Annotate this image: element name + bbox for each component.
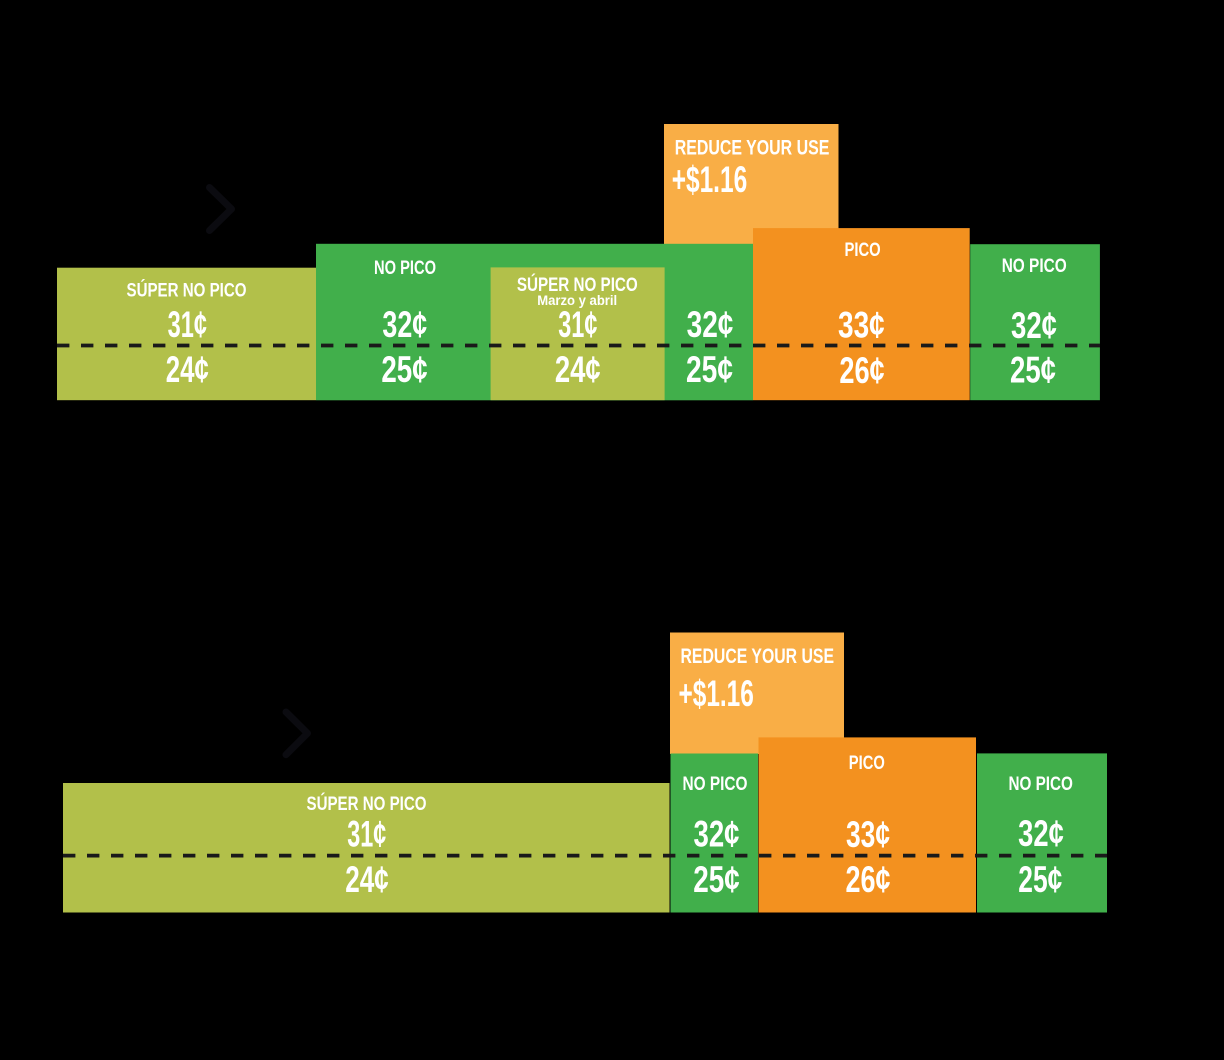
svg-text:25¢: 25¢ (381, 349, 427, 390)
svg-text:32¢: 32¢ (1011, 305, 1057, 346)
svg-text:Marzo y abril: Marzo y abril (537, 292, 617, 308)
svg-text:24¢: 24¢ (555, 349, 601, 390)
svg-text:NO PICO: NO PICO (683, 773, 748, 795)
svg-text:PICO: PICO (845, 239, 881, 261)
svg-text:SÚPER NO PICO: SÚPER NO PICO (517, 272, 638, 296)
svg-text:NO PICO: NO PICO (374, 257, 436, 279)
svg-text:+$1.16: +$1.16 (672, 159, 748, 200)
svg-text:31¢: 31¢ (558, 304, 597, 345)
svg-text:33¢: 33¢ (838, 304, 885, 345)
svg-text:REDUCE YOUR USE: REDUCE YOUR USE (681, 644, 835, 668)
svg-text:SÚPER NO PICO: SÚPER NO PICO (127, 278, 247, 302)
svg-text:31¢: 31¢ (168, 304, 207, 345)
svg-text:32¢: 32¢ (687, 304, 734, 345)
svg-text:REDUCE YOUR USE: REDUCE YOUR USE (675, 136, 830, 160)
svg-text:NO PICO: NO PICO (1008, 773, 1073, 795)
svg-text:25¢: 25¢ (1010, 350, 1056, 391)
svg-text:24¢: 24¢ (345, 859, 389, 900)
svg-text:32¢: 32¢ (694, 813, 740, 854)
svg-text:25¢: 25¢ (686, 349, 733, 390)
svg-text:SÚPER NO PICO: SÚPER NO PICO (307, 791, 427, 815)
svg-text:+$1.16: +$1.16 (679, 673, 754, 714)
svg-text:32¢: 32¢ (1018, 813, 1064, 854)
svg-text:26¢: 26¢ (839, 350, 884, 391)
svg-text:31¢: 31¢ (347, 814, 386, 855)
svg-text:26¢: 26¢ (846, 859, 891, 900)
svg-text:PICO: PICO (849, 752, 885, 774)
svg-text:25¢: 25¢ (693, 859, 740, 900)
svg-text:NO PICO: NO PICO (1002, 255, 1067, 277)
svg-text:24¢: 24¢ (166, 349, 209, 390)
svg-text:32¢: 32¢ (382, 304, 427, 345)
svg-text:25¢: 25¢ (1018, 859, 1062, 900)
svg-text:33¢: 33¢ (846, 814, 890, 855)
